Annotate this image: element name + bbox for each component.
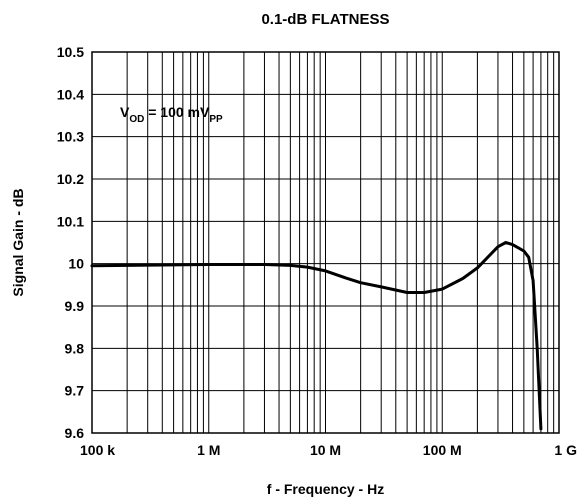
annotation-sub-od: OD — [129, 114, 144, 125]
y-axis-label: Signal Gain - dB — [10, 188, 26, 296]
series-layer — [90, 241, 543, 431]
y-tick-label: 9.7 — [65, 383, 85, 399]
chart-title: 0.1-dB FLATNESS — [261, 11, 389, 28]
y-tick-label: 10 — [68, 256, 84, 272]
annotation-sub-pp: PP — [209, 114, 223, 125]
y-tick-label: 9.9 — [65, 298, 85, 314]
x-tick-label: 10 M — [310, 442, 341, 458]
y-tick-label: 9.8 — [65, 340, 85, 356]
y-tick-label: 10.5 — [57, 44, 84, 60]
annotation-value: = 100 mV — [144, 104, 210, 120]
y-tick-label: 10.3 — [57, 129, 84, 145]
tick-labels: 9.6 9.7 9.8 9.9 10 10.1 10.2 10.3 10.4 10.5 100 k 1… — [57, 44, 577, 458]
voltage-annotation: VOD = 100 mVPP — [120, 104, 223, 125]
grid — [92, 51, 559, 434]
y-tick-label: 10.1 — [57, 213, 84, 229]
x-tick-label: 1 G — [554, 442, 577, 458]
x-tick-label: 1 M — [197, 442, 220, 458]
gain-curve — [90, 241, 543, 431]
y-tick-label: 10.2 — [57, 171, 84, 187]
x-tick-label: 100 M — [423, 442, 462, 458]
x-tick-label: 100 k — [80, 442, 115, 458]
y-tick-label: 9.6 — [65, 425, 85, 441]
x-axis-label: f - Frequency - Hz — [267, 481, 384, 497]
annotation-v: V — [120, 104, 130, 120]
plot-frame — [91, 51, 560, 434]
y-tick-label: 10.4 — [57, 86, 84, 102]
